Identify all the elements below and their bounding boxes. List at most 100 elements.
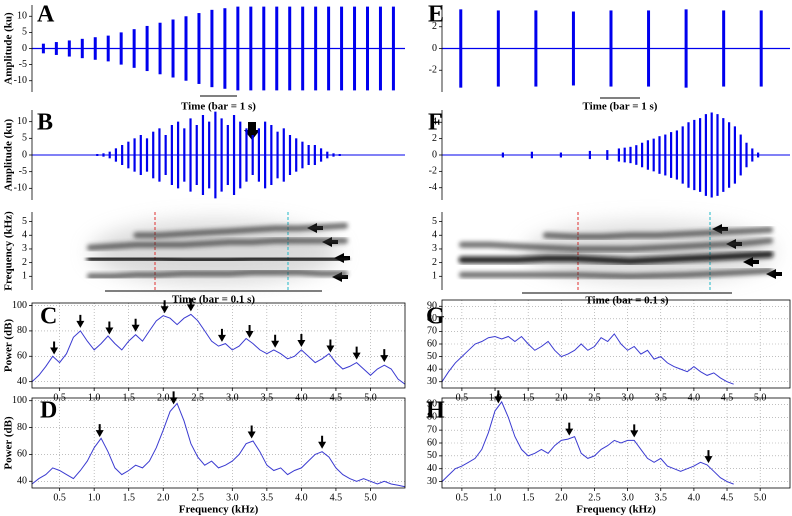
pulse	[609, 10, 613, 87]
panel-letter: B	[37, 110, 53, 136]
x-tick-label: 4.5	[721, 492, 734, 503]
peak-arrow	[131, 318, 140, 332]
y-tick-label: 10	[17, 116, 27, 127]
y-tick-label: -2	[429, 166, 437, 177]
spectrum-line	[441, 400, 734, 485]
arrow	[332, 272, 348, 282]
arrow	[743, 257, 759, 267]
pulse	[223, 8, 227, 89]
pulse	[314, 6, 318, 91]
peak-arrow	[247, 425, 256, 439]
panel-letter: H	[426, 398, 445, 424]
plot-frame	[31, 302, 406, 389]
arrow	[244, 122, 260, 140]
x-tick-label: 2.0	[555, 492, 568, 503]
y-axis-title: Amplitude (ku)	[3, 12, 15, 85]
pulse	[365, 6, 369, 91]
peak-arrow	[494, 390, 503, 404]
harmonic-band	[86, 255, 349, 264]
y-tick-label: 4	[432, 117, 437, 128]
x-tick-label: 4.5	[330, 492, 343, 503]
peak-arrow	[565, 422, 574, 436]
x-tick-label: 3.0	[226, 492, 239, 503]
y-tick-label: 40	[427, 463, 437, 474]
y-tick-label: -5	[19, 59, 27, 70]
x-tick-label: 3.5	[654, 492, 667, 503]
plot-frame	[31, 397, 406, 489]
peak-arrow	[271, 334, 280, 348]
peak-arrow	[630, 424, 639, 438]
peak-arrow	[186, 298, 195, 312]
peak-arrow	[318, 435, 327, 449]
scale-bar-label: Time (bar = 1 s)	[583, 101, 658, 113]
y-tick-label: 80	[427, 412, 437, 423]
x-axis-title: Frequency (kHz)	[179, 504, 259, 516]
x-tick-label: 1.5	[522, 492, 535, 503]
y-tick-label: 60	[17, 351, 27, 362]
y-tick-label: 40	[17, 476, 27, 487]
pulse	[80, 38, 84, 59]
y-tick-label: 5	[22, 133, 27, 144]
peak-arrow	[245, 325, 254, 339]
x-tick-label: 1.5	[122, 492, 135, 503]
y-tick-label: 60	[427, 338, 437, 349]
pulse	[67, 40, 71, 57]
pulse	[353, 6, 357, 91]
x-tick-label: 3.5	[261, 492, 274, 503]
y-tick-label: 5	[432, 216, 437, 227]
y-tick-label: 90	[427, 301, 437, 312]
pulse	[340, 6, 344, 91]
pulse	[249, 6, 253, 91]
y-tick-label: 0	[22, 149, 27, 160]
x-tick-label: 2.5	[588, 492, 601, 503]
y-tick-label: 1	[22, 271, 27, 282]
spectrum-line	[31, 313, 406, 385]
peak-arrow	[352, 346, 361, 360]
y-tick-label: 5	[22, 27, 27, 38]
harmonic-band	[543, 226, 773, 240]
pulse	[184, 16, 188, 81]
pulse	[275, 6, 279, 91]
pulse	[759, 10, 763, 87]
pulse	[288, 6, 292, 91]
harmonic-band	[459, 237, 773, 252]
y-axis-title: Power (dB)	[3, 319, 15, 373]
y-tick-label: 100	[12, 300, 27, 311]
y-tick-label: 60	[427, 437, 437, 448]
y-tick-label: 50	[427, 351, 437, 362]
peak-arrow	[704, 450, 713, 464]
pulse	[647, 10, 651, 87]
y-tick-label: 2	[432, 21, 437, 32]
y-tick-label: 3	[432, 243, 437, 254]
pulse	[301, 6, 305, 91]
pulse	[327, 6, 331, 91]
pulse	[41, 43, 45, 54]
pulse	[378, 6, 382, 91]
y-axis-title: Frequency (kHz)	[3, 211, 15, 291]
y-tick-label: 70	[427, 326, 437, 337]
peak-arrow	[380, 349, 389, 363]
arrow	[712, 224, 728, 234]
y-tick-label: 100	[12, 395, 27, 406]
pulse	[684, 9, 688, 88]
y-tick-label: 80	[17, 325, 27, 336]
pulse	[119, 32, 123, 65]
peak-arrow	[105, 321, 114, 335]
y-axis-title: Power (dB)	[3, 416, 15, 470]
y-tick-label: -4	[429, 182, 437, 193]
scale-bar-label: Time (bar = 0.1 s)	[585, 295, 669, 307]
y-tick-label: 1	[432, 271, 437, 282]
y-axis-title: Amplitude (ku)	[3, 118, 15, 191]
peak-arrow	[95, 424, 104, 438]
x-tick-label: 5.0	[364, 492, 377, 503]
panel-letter: D	[40, 398, 57, 424]
x-tick-label: 3.0	[621, 492, 634, 503]
pulse	[496, 10, 500, 87]
x-axis-title: Frequency (kHz)	[576, 504, 656, 516]
pulse	[210, 9, 214, 88]
panel-letter: G	[426, 304, 445, 330]
arrow	[766, 269, 782, 279]
x-tick-label: 1.0	[88, 492, 101, 503]
